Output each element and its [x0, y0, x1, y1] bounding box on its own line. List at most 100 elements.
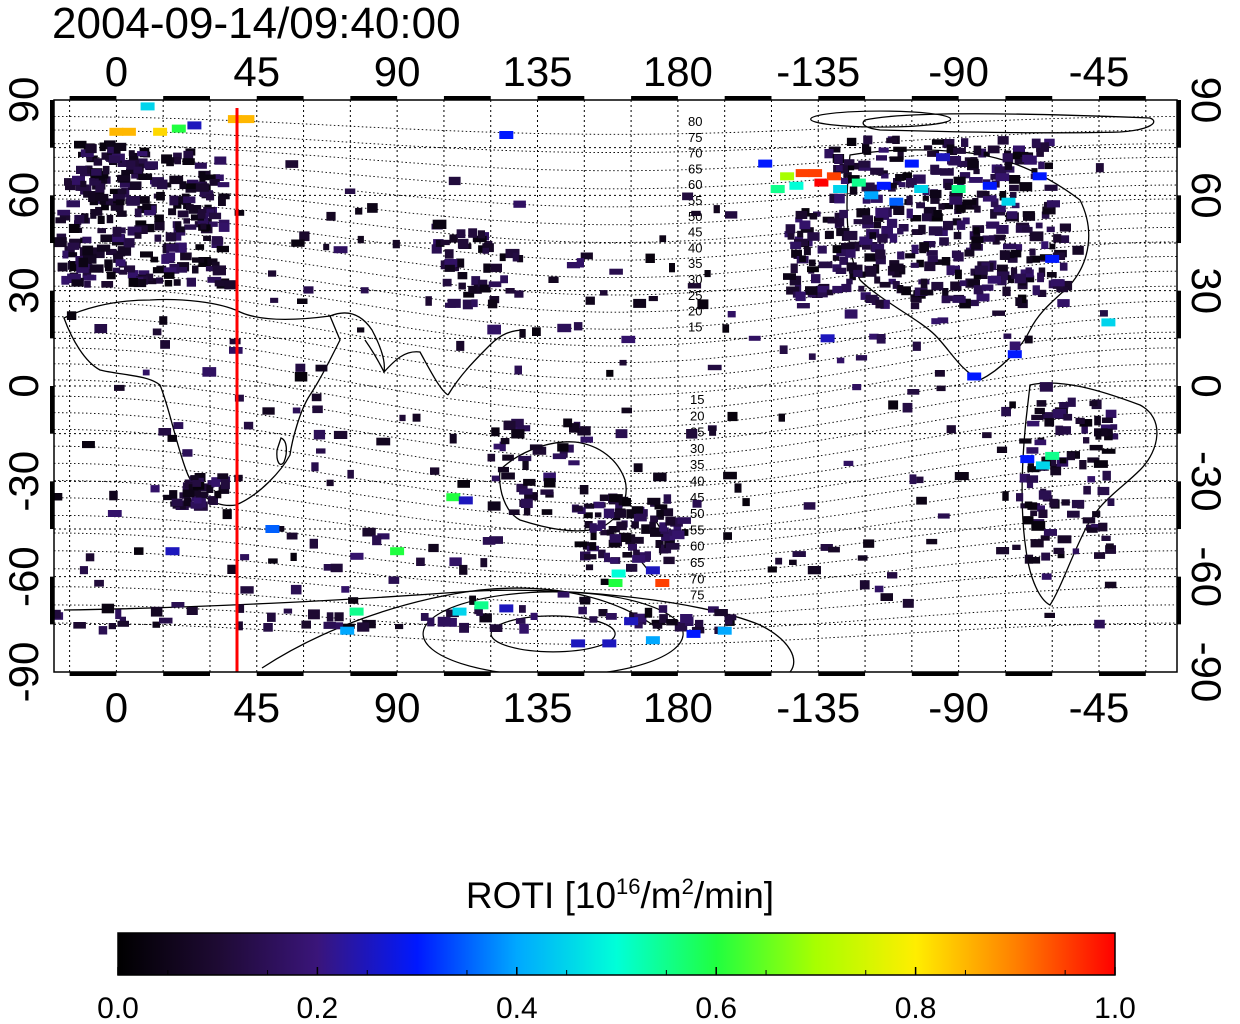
- roti-cell-background: [653, 472, 667, 482]
- roti-cell-background: [240, 554, 250, 561]
- roti-cell-background: [430, 467, 440, 475]
- roti-cell-background: [844, 309, 858, 319]
- roti-cell-background: [72, 175, 82, 185]
- roti-cell-background: [697, 299, 709, 310]
- roti-cell-background: [463, 291, 475, 298]
- roti-cell-background: [128, 278, 138, 287]
- roti-cell-background: [487, 324, 501, 335]
- roti-cell-background: [944, 295, 959, 302]
- roti-cell-background: [175, 221, 182, 231]
- roti-cell-background: [652, 623, 663, 629]
- roti-cell-background: [1019, 473, 1030, 483]
- roti-cell-background: [916, 202, 925, 209]
- roti-cell-background: [515, 618, 526, 624]
- roti-cell-background: [221, 479, 229, 490]
- y-tick-label-left: 90: [0, 77, 47, 124]
- roti-cell-background: [1011, 202, 1020, 209]
- roti-cell-background: [1052, 408, 1067, 419]
- roti-cell-background: [197, 209, 206, 219]
- roti-cell-background: [973, 145, 982, 156]
- roti-cell-background: [168, 208, 177, 216]
- roti-cell-background: [656, 514, 664, 520]
- roti-cell-background: [56, 233, 67, 239]
- roti-cell-background: [834, 193, 845, 204]
- roti-cell-background: [377, 533, 390, 540]
- roti-cell-background: [956, 220, 966, 230]
- roti-cell-background: [832, 285, 843, 294]
- y-tick-label-left: -60: [0, 546, 47, 607]
- roti-cell-background: [834, 154, 843, 164]
- roti-cell-background: [682, 192, 694, 201]
- y-tick-label-right: -90: [1183, 642, 1230, 703]
- roti-cell-background: [849, 272, 856, 281]
- roti-cell-background: [1104, 431, 1113, 441]
- roti-cell-background: [81, 213, 89, 223]
- roti-cell-background: [175, 242, 185, 253]
- roti-cell: [851, 178, 866, 187]
- roti-cell-background: [186, 606, 198, 615]
- roti-cell-background: [1038, 161, 1045, 170]
- roti-cell-background: [199, 190, 213, 197]
- roti-cell-background: [828, 146, 841, 153]
- roti-cell-background: [154, 214, 164, 223]
- roti-cell-background: [931, 168, 942, 175]
- roti-cell-background: [1091, 524, 1100, 531]
- roti-cell-background: [862, 240, 871, 250]
- colorbar-title-sup2: 2: [681, 874, 694, 899]
- roti-cell-background: [888, 278, 896, 285]
- roti-cell-background: [263, 623, 273, 632]
- roti-cell: [1001, 197, 1016, 206]
- roti-cell-background: [1015, 297, 1023, 306]
- roti-cell-background: [489, 536, 503, 544]
- roti-cell-background: [1017, 299, 1028, 309]
- roti-cell-background: [57, 262, 68, 272]
- roti-cell-background: [195, 183, 209, 192]
- roti-cell-background: [981, 284, 994, 291]
- roti-cell-background: [1037, 272, 1044, 283]
- roti-cell-background: [98, 626, 108, 635]
- roti-cell-background: [93, 158, 103, 166]
- roti-cell-background: [136, 196, 150, 204]
- x-tick-label-bottom: -135: [776, 684, 860, 731]
- roti-cell-background: [982, 195, 997, 202]
- roti-cell-background: [85, 144, 97, 154]
- roti-cell-background: [996, 225, 1009, 234]
- roti-cell-background: [184, 479, 198, 489]
- roti-cell-background: [286, 532, 298, 540]
- roti-cell-background: [108, 623, 116, 630]
- roti-cell-background: [862, 197, 871, 204]
- roti-cell-background: [437, 616, 451, 627]
- roti-cell-background: [152, 267, 166, 274]
- roti-cell-background: [1094, 552, 1106, 559]
- roti-cell-background: [1021, 275, 1035, 283]
- roti-cell-background: [795, 217, 803, 223]
- roti-cell-background: [923, 145, 933, 151]
- contour-label: 20: [690, 408, 704, 423]
- roti-cell-background: [174, 157, 181, 165]
- roti-cell-background: [974, 265, 988, 275]
- roti-cell-background: [138, 270, 150, 278]
- roti-cell-background: [792, 551, 806, 557]
- roti-cell-background: [911, 297, 922, 303]
- roti-cell-background: [858, 285, 865, 292]
- roti-cell-background: [477, 279, 488, 287]
- roti-cell-background: [923, 206, 937, 216]
- roti-cell-background: [659, 235, 667, 243]
- roti-cell-background: [101, 603, 115, 614]
- roti-cell-background: [946, 425, 956, 434]
- roti-cell-background: [918, 224, 926, 235]
- y-tick-label-left: -90: [0, 642, 47, 703]
- roti-cell-background: [704, 270, 711, 278]
- x-tick-label-bottom: -90: [928, 684, 989, 731]
- roti-cell-background: [173, 152, 182, 160]
- roti-cell-background: [169, 195, 179, 206]
- roti-cell: [686, 629, 701, 638]
- roti-cell-background: [649, 521, 656, 531]
- roti-cell-background: [85, 553, 95, 562]
- contour-label: 60: [688, 177, 702, 192]
- roti-cell-background: [852, 384, 862, 391]
- y-tick-label-right: 30: [1183, 267, 1230, 314]
- roti-cell-background: [1038, 267, 1046, 277]
- frame-tick-left: [50, 386, 54, 434]
- roti-cell-background: [941, 257, 951, 266]
